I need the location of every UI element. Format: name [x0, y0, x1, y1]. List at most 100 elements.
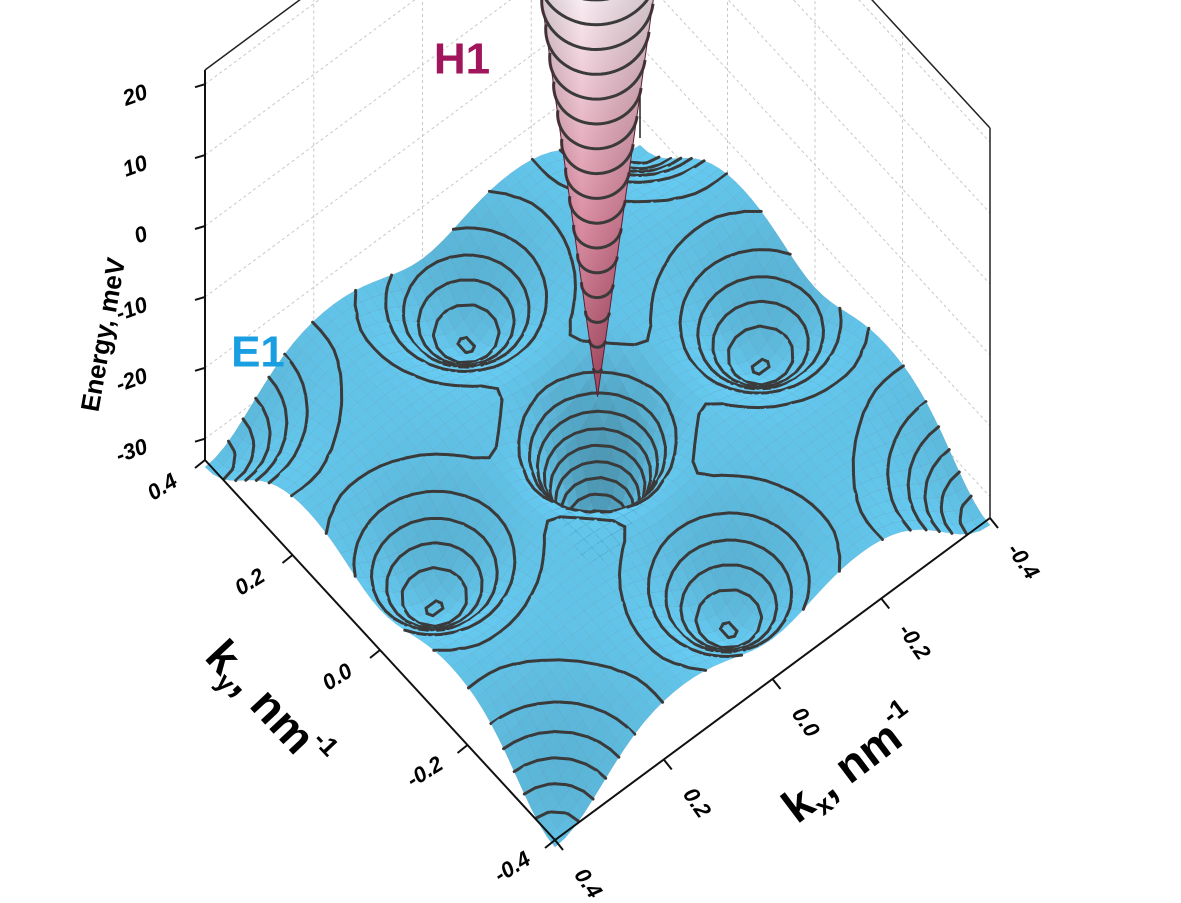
e1-contour — [665, 604, 672, 620]
e1-contour — [266, 417, 272, 433]
e1-contour — [571, 731, 590, 739]
e1-contour — [576, 516, 598, 521]
e1-contour — [487, 189, 496, 194]
e1-contour — [296, 371, 305, 386]
e1-contour — [534, 811, 550, 820]
e1-contour — [471, 253, 485, 259]
e1-contour — [304, 414, 309, 428]
h1-contour — [576, 253, 619, 275]
e1-contour — [629, 622, 640, 635]
y-tick — [456, 744, 469, 754]
e1-contour — [703, 261, 717, 272]
e1-contour — [540, 556, 545, 571]
e1-contour — [808, 294, 819, 308]
e1-contour — [353, 303, 359, 316]
e1-contour — [781, 377, 797, 387]
e1-contour — [470, 556, 480, 569]
e1-contour — [734, 538, 747, 544]
e1-contour — [760, 383, 775, 389]
e1-contour — [507, 613, 520, 626]
e1-contour — [919, 433, 931, 446]
e1-contour — [442, 359, 457, 366]
e1-contour — [668, 616, 678, 630]
e1-contour — [427, 362, 444, 371]
e1-contour — [473, 528, 486, 540]
e1-contour — [751, 514, 768, 522]
e1-contour — [535, 756, 554, 762]
e1-contour — [260, 448, 270, 464]
e1-contour — [666, 403, 673, 415]
e1-contour — [650, 386, 663, 397]
e1-contour — [670, 414, 678, 430]
e1-contour — [435, 255, 452, 264]
e1-contour — [496, 514, 507, 527]
e1-contour — [826, 520, 836, 534]
e1-contour — [714, 285, 728, 296]
e1-contour — [678, 321, 683, 336]
e1-contour — [938, 448, 951, 460]
e1-contour — [493, 557, 499, 573]
e1-contour — [502, 233, 511, 240]
e1-contour — [813, 388, 828, 398]
e1-contour — [365, 338, 376, 351]
e1-contour — [776, 525, 790, 536]
e1-contour — [611, 519, 616, 523]
e1-contour — [630, 379, 645, 408]
e1-contour — [425, 288, 438, 300]
e1-contour — [668, 634, 681, 645]
e1-contour — [727, 386, 733, 391]
e1-contour — [720, 473, 735, 478]
e1-contour — [570, 301, 576, 315]
e1-contour — [401, 577, 411, 592]
e1-contour — [357, 470, 371, 481]
e1-contour — [619, 547, 625, 561]
e1-contour — [558, 700, 574, 705]
e1-contour — [473, 226, 487, 231]
e1-contour — [771, 378, 787, 387]
e1-contour — [555, 376, 569, 383]
e1-contour — [774, 372, 788, 383]
e1-contour — [718, 375, 734, 385]
e1-contour — [607, 371, 620, 397]
e1-contour — [667, 163, 683, 172]
e1-contour — [659, 393, 670, 407]
e1-contour — [505, 297, 514, 312]
e1-contour — [726, 634, 736, 640]
e1-contour — [799, 287, 812, 298]
e1-contour — [857, 411, 865, 428]
e1-contour — [586, 735, 598, 742]
e1-contour — [481, 359, 497, 367]
e1-contour — [476, 672, 491, 682]
e1-contour — [466, 363, 484, 369]
e1-contour — [525, 478, 536, 491]
e1-contour — [678, 663, 691, 670]
e1-contour — [644, 683, 657, 695]
e1-contour — [906, 408, 918, 420]
e1-contour — [332, 348, 340, 363]
e1-contour — [522, 469, 529, 482]
e1-contour — [532, 487, 545, 499]
e1-contour — [254, 460, 264, 473]
e1-contour — [488, 630, 502, 641]
e1-contour — [300, 479, 313, 491]
e1-contour — [713, 563, 725, 569]
e1-contour — [852, 353, 863, 369]
e1-contour — [568, 371, 585, 378]
e1-contour — [750, 357, 764, 369]
e1-contour — [744, 386, 756, 391]
e1-contour — [734, 328, 747, 339]
e1-contour — [266, 432, 272, 449]
e1-contour — [537, 700, 556, 706]
e1-contour — [352, 546, 358, 559]
e1-contour — [581, 509, 598, 514]
e1-contour — [412, 341, 423, 353]
e1-contour — [324, 527, 329, 535]
e1-contour — [743, 383, 760, 389]
e1-contour — [431, 352, 446, 363]
e1-contour — [458, 360, 477, 364]
x-tick-label: 0.2 — [678, 783, 716, 823]
e1-contour — [290, 487, 304, 498]
e1-contour — [356, 529, 365, 545]
e1-contour — [499, 709, 515, 719]
e1-contour — [372, 588, 380, 603]
